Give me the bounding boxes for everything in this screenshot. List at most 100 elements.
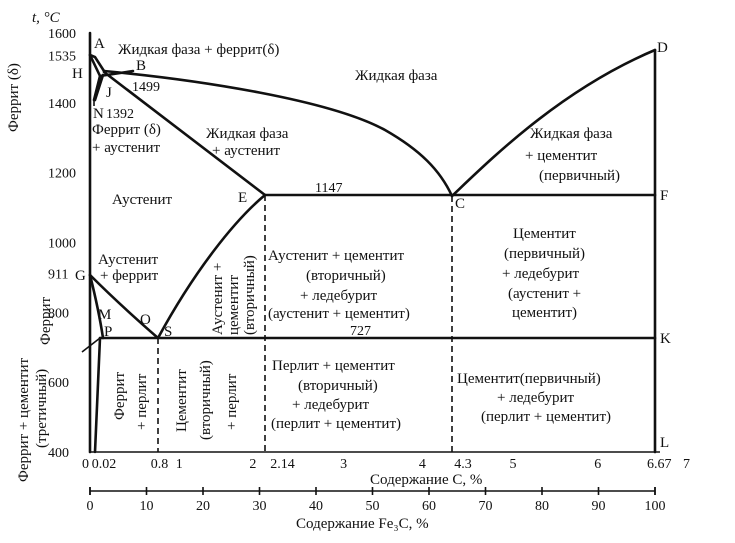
y-tick-label: 1535 [48, 50, 76, 65]
svg-text:Перлит + цементит: Перлит + цементит [272, 358, 395, 374]
fe3c-tick-label: 80 [535, 499, 549, 514]
fe3c-tick-label: 20 [196, 499, 210, 514]
c-tick-label: 6 [594, 457, 601, 472]
c-tick-label: 0.02 [92, 457, 117, 472]
point-n: N [93, 106, 104, 122]
y-unit: t, °C [32, 10, 61, 26]
region-austenite: Аустенит [112, 192, 173, 208]
svg-text:Цементит: Цементит [174, 369, 190, 432]
svg-text:(вторичный): (вторичный) [242, 255, 258, 335]
y-tick-label: 911 [48, 268, 68, 283]
region-mid-lower: Перлит + цементит (вторичный) + ледебури… [271, 358, 401, 432]
temp-1499: 1499 [132, 80, 160, 95]
fe3c-tick-label: 70 [479, 499, 493, 514]
region-liq-cem-1: Жидкая фаза [530, 126, 613, 142]
svg-text:(первичный): (первичный) [504, 246, 585, 262]
line-hn [92, 74, 102, 102]
svg-text:+ ледебурит: + ледебурит [292, 397, 370, 413]
region-liq-cem-2: + цементит [525, 148, 598, 164]
region-ferr-perl: Феррит + перлит [112, 371, 150, 430]
c-tick-label: 4 [419, 457, 426, 472]
region-delta-aust-2: + аустенит [92, 140, 161, 156]
svg-text:цементит: цементит [226, 275, 242, 335]
point-e: E [238, 190, 247, 206]
region-liq-aust-1: Жидкая фаза [206, 126, 289, 142]
region-liquid: Жидкая фаза [355, 68, 438, 84]
point-g: G [75, 268, 86, 284]
point-c: C [455, 196, 465, 212]
line-gp [88, 273, 105, 340]
svg-text:(вторичный): (вторичный) [298, 378, 378, 394]
c-tick-label: 7 [683, 457, 690, 472]
fe3c-tick-label: 10 [140, 499, 154, 514]
region-aust-ferr-2: + феррит [100, 268, 159, 284]
point-j: J [106, 85, 112, 101]
svg-text:(перлит + цементит): (перлит + цементит) [481, 409, 611, 425]
region-liquid-ferrite: Жидкая фаза + феррит(δ) [118, 42, 279, 58]
point-s: S [164, 324, 172, 340]
point-d: D [657, 40, 668, 56]
fe3c-tick-label: 100 [645, 499, 666, 514]
region-right-lower: Цементит(первичный) + ледебурит (перлит … [457, 371, 611, 425]
svg-text:Цементит(первичный): Цементит(первичный) [457, 371, 601, 387]
y-tick-label: 1200 [48, 167, 76, 182]
c-tick-label: 2.14 [270, 457, 295, 472]
point-o: O [140, 312, 151, 328]
region-liq-aust-2: + аустенит [212, 143, 281, 159]
svg-text:Аустенит +: Аустенит + [210, 263, 226, 335]
point-m: M [98, 307, 111, 323]
svg-text:(вторичный): (вторичный) [198, 360, 214, 440]
x-axis-title-c: Содержание С, % [370, 472, 482, 488]
svg-text:цементит): цементит) [512, 305, 577, 321]
region-ferr-cem-tert: Феррит + цементит (третичный) [16, 358, 50, 482]
y-tick-label: 600 [48, 376, 69, 391]
point-p: P [104, 324, 112, 340]
region-mid-upper: Аустенит + цементит (вторичный) + ледебу… [268, 248, 410, 322]
line-es [156, 193, 267, 340]
fe3c-tick-label: 40 [309, 499, 323, 514]
y-tick-label: 1600 [48, 27, 76, 42]
liquidus-cd [450, 48, 657, 198]
y-axis-ticks: 1600 1535 1400 1200 1000 911 800 600 400 [48, 27, 76, 461]
fe3c-axis-ticks: 0 10 20 30 40 50 60 70 80 90 100 [87, 487, 666, 514]
svg-text:Аустенит + цементит: Аустенит + цементит [268, 248, 404, 264]
fe3c-tick-label: 60 [422, 499, 436, 514]
point-h: H [72, 66, 83, 82]
c-tick-label: 5 [510, 457, 517, 472]
y-tick-label: 800 [48, 306, 69, 321]
region-delta-aust-1: Феррит (δ) [92, 122, 161, 138]
svg-text:+ перлит: + перлит [134, 373, 150, 430]
svg-text:Феррит + цементит: Феррит + цементит [16, 358, 32, 482]
c-tick-label: 0 [82, 457, 89, 472]
point-f: F [660, 188, 668, 204]
c-tick-label: 3 [340, 457, 347, 472]
y-tick-label: 1000 [48, 237, 76, 252]
fe3c-tick-label: 0 [87, 499, 94, 514]
svg-text:(аустенит +: (аустенит + [508, 286, 581, 302]
point-l: L [660, 435, 669, 451]
line-hjb [98, 69, 135, 78]
y-tick-label: 400 [48, 446, 69, 461]
svg-text:(аустенит + цементит): (аустенит + цементит) [268, 306, 410, 322]
line-je [102, 70, 267, 197]
svg-text:Цементит: Цементит [513, 226, 576, 242]
svg-text:+ ледебурит: + ледебурит [497, 390, 575, 406]
c-tick-label: 6.67 [647, 457, 672, 472]
region-right-upper: Цементит (первичный) + ледебурит (аустен… [502, 226, 585, 321]
fe3c-tick-label: 90 [592, 499, 606, 514]
c-tick-label: 0.8 [151, 457, 169, 472]
y-tick-label: 1400 [48, 97, 76, 112]
line-gs [88, 273, 160, 340]
line-ah [88, 53, 102, 78]
c-tick-label: 4.3 [454, 457, 472, 472]
region-ferrite-side: Феррит [38, 296, 54, 345]
region-cem-perl: Цементит (вторичный) + перлит [174, 360, 240, 440]
temp-1392: 1392 [106, 107, 134, 122]
c-axis-ticks: 0 0.02 0.8 1 2 2.14 3 4 4.3 5 6 6.67 7 [82, 457, 690, 472]
point-a: A [94, 36, 105, 52]
region-ferrite-delta: Феррит (δ) [6, 63, 22, 132]
region-liq-cem-3: (первичный) [539, 168, 620, 184]
c-tick-label: 1 [176, 457, 183, 472]
x-axis-title-fe3c: Содержание Fe₃C, % [296, 516, 429, 532]
